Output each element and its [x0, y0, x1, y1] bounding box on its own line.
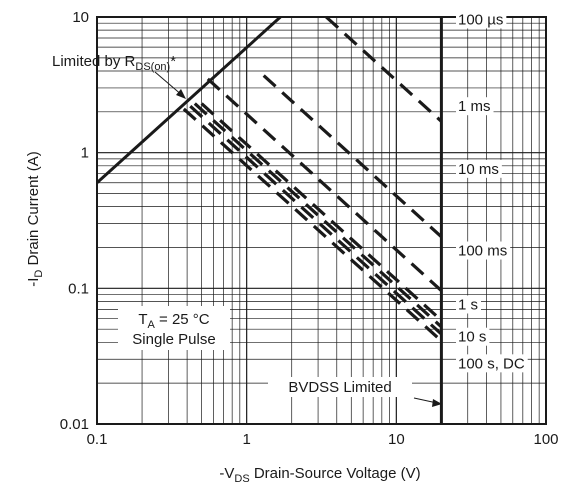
- y-tick-label: 0.1: [68, 280, 89, 297]
- y-tick-label: 1: [81, 145, 89, 162]
- bvdss-limited-label: BVDSS Limited: [288, 379, 391, 396]
- series-10-s: [189, 105, 443, 336]
- rds-annotation-arrowhead: [176, 89, 186, 99]
- conditions-label-box: [118, 306, 230, 350]
- x-tick-label: 100: [533, 431, 558, 448]
- curve-label: 1 ms: [458, 98, 491, 115]
- curve-label-box: [456, 327, 490, 346]
- bvdss-annotation-arrowhead: [432, 399, 442, 407]
- x-tick-label: 10: [388, 431, 405, 448]
- curve-labels: 100 µs 1 ms 10 ms 100 ms 1 s 10 s 100 s, DC: [456, 10, 528, 373]
- x-tick-label: 0.1: [87, 431, 108, 448]
- series-1-ms: [262, 74, 443, 238]
- ambient-temp-label: TA = 25 °C: [138, 311, 209, 331]
- curve-label-box: [456, 10, 507, 29]
- x-tick-label: 1: [242, 431, 250, 448]
- single-pulse-label: Single Pulse: [132, 331, 215, 348]
- plot-frame: [96, 16, 547, 425]
- series-limited-by-rds-on: [95, 15, 282, 184]
- curve-label: 100 ms: [458, 243, 507, 260]
- curve-label-box: [456, 295, 482, 314]
- curve-label: 1 s: [458, 297, 478, 314]
- rds-annotation-arrow: [154, 71, 184, 97]
- curve-label: 10 s: [458, 329, 486, 346]
- y-axis-label: -ID Drain Current (A): [25, 151, 45, 286]
- rds-limit-annotation: Limited by RDS(on)*: [52, 53, 176, 73]
- series-group: [95, 15, 443, 424]
- curve-label-box: [456, 354, 528, 373]
- curve-label: 100 s, DC: [458, 355, 525, 372]
- series-100-s: [325, 15, 443, 123]
- curve-label-box: [456, 97, 494, 116]
- curve-label: 10 ms: [458, 161, 499, 178]
- series-1-s: [193, 102, 443, 329]
- curve-label-box: [456, 159, 502, 178]
- curve-label: 100 µs: [458, 11, 503, 28]
- x-axis-label: -VDS Drain-Source Voltage (V): [219, 465, 420, 485]
- bvdss-label-box: [268, 377, 412, 397]
- curve-label-box: [456, 241, 511, 260]
- series-10-ms: [206, 77, 443, 292]
- y-tick-label: 10: [72, 9, 89, 26]
- y-tick-label: 0.01: [60, 416, 89, 433]
- series-100-ms: [200, 102, 443, 322]
- series-100-s-dc: [182, 107, 443, 343]
